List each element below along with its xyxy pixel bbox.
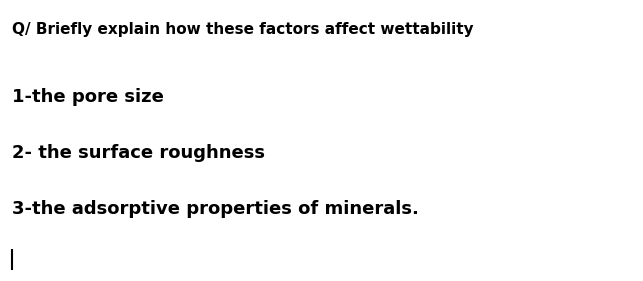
Text: Q/ Briefly explain how these factors affect wettability: Q/ Briefly explain how these factors aff… <box>12 22 473 37</box>
Text: 1-the pore size: 1-the pore size <box>12 88 163 106</box>
Text: 3-the adsorptive properties of minerals.: 3-the adsorptive properties of minerals. <box>12 200 419 218</box>
Text: 2- the surface roughness: 2- the surface roughness <box>12 144 264 162</box>
